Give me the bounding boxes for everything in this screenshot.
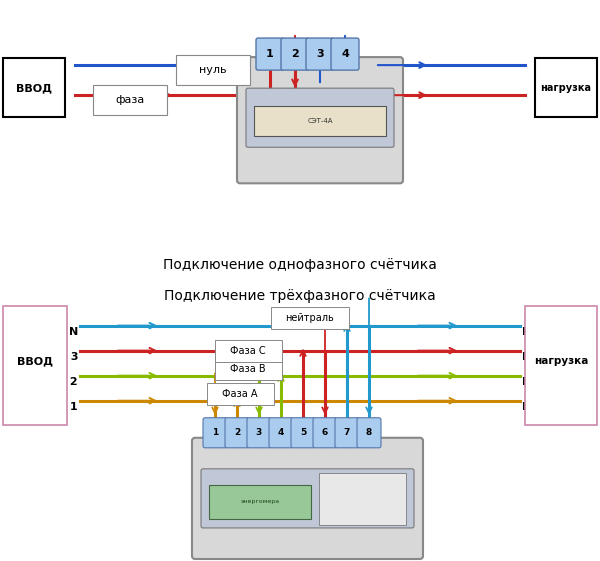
Text: N: N: [53, 66, 65, 80]
FancyBboxPatch shape: [335, 418, 359, 448]
Text: нагрузка: нагрузка: [541, 83, 592, 93]
Text: 6: 6: [322, 428, 328, 437]
FancyBboxPatch shape: [247, 418, 271, 448]
Text: Фаза В: Фаза В: [230, 364, 266, 374]
FancyBboxPatch shape: [281, 38, 309, 70]
Text: 4: 4: [341, 49, 349, 59]
Text: L: L: [56, 96, 65, 110]
FancyBboxPatch shape: [215, 339, 282, 362]
FancyBboxPatch shape: [215, 358, 282, 380]
FancyBboxPatch shape: [313, 418, 337, 448]
Text: фаза: фаза: [115, 95, 145, 105]
Text: нейтраль: нейтраль: [286, 312, 334, 323]
Text: 3: 3: [316, 49, 324, 59]
FancyBboxPatch shape: [237, 57, 403, 183]
FancyBboxPatch shape: [207, 383, 274, 404]
Text: ВВОД: ВВОД: [16, 83, 52, 93]
Text: нагрузка: нагрузка: [534, 356, 588, 366]
FancyBboxPatch shape: [201, 469, 414, 528]
Text: 2: 2: [234, 428, 240, 437]
Text: N: N: [535, 66, 547, 80]
FancyBboxPatch shape: [525, 306, 597, 425]
Text: L 3: L 3: [522, 352, 541, 362]
FancyBboxPatch shape: [3, 58, 65, 117]
Text: N: N: [69, 327, 78, 337]
Text: Подключение трёхфазного счётчика: Подключение трёхфазного счётчика: [164, 288, 436, 302]
Text: 4: 4: [278, 428, 284, 437]
Text: L 1: L 1: [59, 402, 78, 412]
Text: энергомера: энергомера: [241, 499, 280, 504]
Text: L 2: L 2: [522, 376, 541, 387]
FancyBboxPatch shape: [535, 58, 597, 117]
FancyBboxPatch shape: [291, 418, 315, 448]
FancyBboxPatch shape: [203, 418, 227, 448]
Text: Подключение однофазного счётчика: Подключение однофазного счётчика: [163, 259, 437, 273]
FancyBboxPatch shape: [176, 55, 250, 85]
FancyBboxPatch shape: [3, 306, 67, 425]
Text: L 2: L 2: [59, 376, 78, 387]
Text: СЭТ-4А: СЭТ-4А: [307, 118, 333, 124]
FancyBboxPatch shape: [331, 38, 359, 70]
FancyBboxPatch shape: [269, 418, 293, 448]
FancyBboxPatch shape: [192, 438, 423, 559]
Text: 1: 1: [266, 49, 274, 59]
FancyBboxPatch shape: [271, 306, 349, 329]
Text: L 3: L 3: [59, 352, 78, 362]
Text: нуль: нуль: [199, 65, 227, 75]
Text: N: N: [522, 327, 531, 337]
Text: Фаза А: Фаза А: [222, 389, 258, 399]
FancyBboxPatch shape: [357, 418, 381, 448]
Text: 2: 2: [291, 49, 299, 59]
Text: L 1: L 1: [522, 402, 541, 412]
FancyBboxPatch shape: [93, 85, 167, 115]
FancyBboxPatch shape: [306, 38, 334, 70]
Text: 7: 7: [344, 428, 350, 437]
FancyBboxPatch shape: [246, 88, 394, 148]
Text: Фаза С: Фаза С: [230, 346, 266, 356]
Text: 3: 3: [256, 428, 262, 437]
FancyBboxPatch shape: [225, 418, 249, 448]
Text: 8: 8: [366, 428, 372, 437]
FancyBboxPatch shape: [254, 106, 386, 136]
FancyBboxPatch shape: [209, 485, 311, 519]
Text: 5: 5: [300, 428, 306, 437]
Text: L: L: [535, 96, 544, 110]
Text: 1: 1: [212, 428, 218, 437]
FancyBboxPatch shape: [319, 473, 406, 525]
FancyBboxPatch shape: [256, 38, 284, 70]
Text: ВВОД: ВВОД: [17, 356, 53, 366]
